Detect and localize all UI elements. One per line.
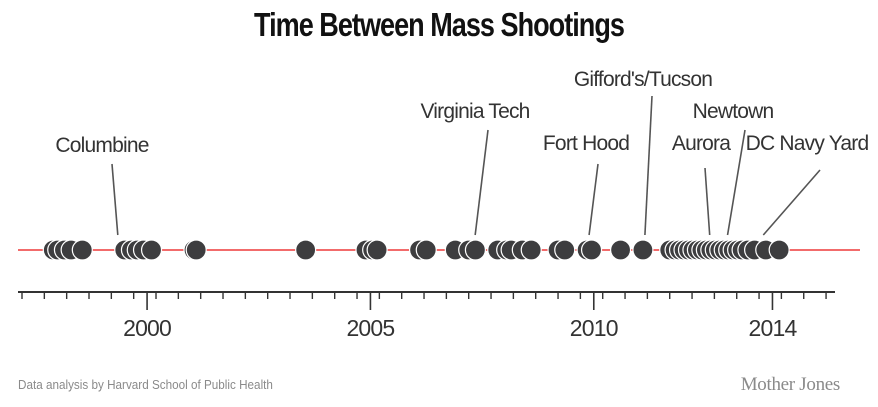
event-label: Columbine	[55, 134, 148, 157]
event-dot	[768, 239, 790, 261]
source-note: Data analysis by Harvard School of Publi…	[18, 377, 273, 392]
event-label: Aurora	[672, 132, 731, 155]
leader-line	[111, 163, 119, 236]
tick-label: 2010	[570, 315, 618, 341]
leader-line	[644, 95, 653, 236]
event-labels-layer: Columbine Virginia Tech Fort Hood Gifford's…	[55, 68, 869, 157]
tick-label: 2005	[346, 315, 394, 341]
leader-line	[704, 167, 711, 236]
leader-line	[762, 169, 821, 236]
publisher-credit: Mother Jones	[740, 374, 841, 395]
event-label: Gifford's/Tucson	[574, 68, 712, 91]
event-dot	[464, 239, 487, 261]
event-label: Newtown	[693, 100, 774, 123]
event-dot	[71, 239, 93, 261]
event-dot	[609, 239, 632, 261]
event-dots-layer	[42, 239, 790, 261]
event-dot	[140, 239, 163, 261]
event-dot	[580, 239, 603, 261]
tick-label: 2014	[748, 315, 797, 341]
event-dot	[632, 239, 654, 261]
event-label: Fort Hood	[543, 132, 629, 155]
event-dot	[554, 239, 576, 261]
event-label: DC Navy Yard	[746, 132, 869, 155]
event-dot	[520, 239, 542, 261]
leader-lines-layer	[111, 95, 821, 236]
x-axis: 2000 2005 2010 2014	[18, 291, 835, 341]
leader-line	[726, 129, 746, 236]
leader-line	[474, 129, 489, 236]
event-dot	[295, 239, 317, 261]
event-label: Virginia Tech	[420, 100, 529, 123]
leader-line	[588, 163, 599, 236]
event-dot	[366, 239, 388, 261]
tick-label: 2000	[123, 315, 171, 341]
chart-title: Time Between Mass Shootings	[254, 6, 625, 43]
event-dot	[185, 239, 207, 261]
event-dot	[415, 239, 437, 261]
timeline-chart: Columbine Virginia Tech Fort Hood Gifford's…	[18, 68, 869, 341]
